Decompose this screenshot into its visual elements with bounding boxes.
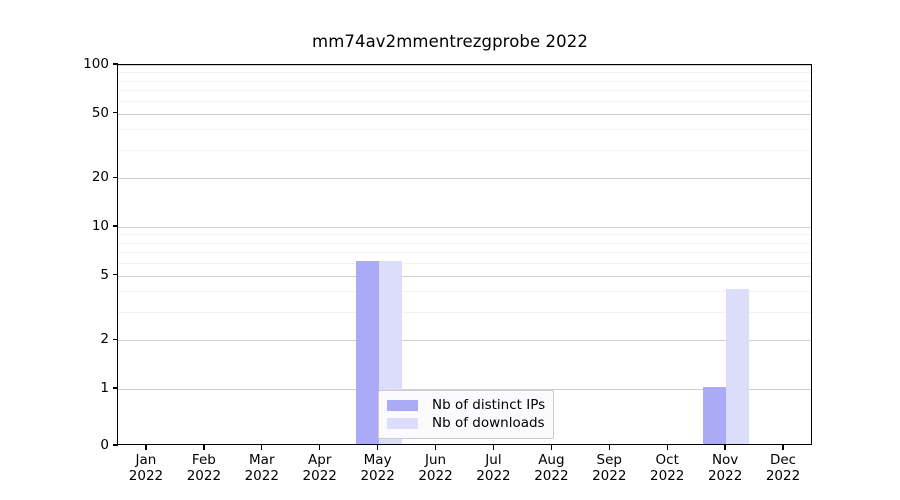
legend-item-distinct-ips[interactable]: Nb of distinct IPs — [387, 396, 545, 414]
y-tick-label: 2 — [100, 331, 109, 348]
x-tick-mark — [434, 445, 437, 450]
x-tick-label: Apr 2022 — [280, 452, 360, 484]
x-tick-month: Jul — [485, 452, 502, 468]
gridline-minor — [118, 262, 811, 264]
x-tick-month: Oct — [655, 452, 679, 468]
x-tick-mark — [376, 445, 379, 450]
y-axis: 0 1 2 5 10 20 50 100 — [60, 0, 109, 500]
y-tick-label: 10 — [91, 218, 109, 234]
x-tick-month: May — [363, 452, 392, 468]
x-tick-month: Jan — [135, 452, 157, 468]
bar — [355, 260, 379, 444]
x-tick-year: 2022 — [707, 468, 743, 484]
gridline-minor — [118, 90, 811, 92]
x-tick-month: Aug — [538, 452, 565, 468]
gridline-major — [118, 389, 811, 390]
x-tick-label: Feb 2022 — [164, 452, 244, 484]
plot-area — [117, 64, 812, 445]
x-tick-month: Apr — [308, 452, 332, 468]
gridline-major — [118, 178, 811, 180]
gridline-minor — [118, 80, 811, 82]
gridline-minor — [118, 100, 811, 102]
x-tick-label: Dec 2022 — [743, 452, 823, 484]
x-tick-year: 2022 — [128, 468, 164, 484]
y-tick-label: 50 — [91, 104, 109, 121]
x-tick-label: Oct 2022 — [627, 452, 707, 484]
x-tick-year: 2022 — [186, 468, 222, 484]
x-tick-label: Mar 2022 — [222, 452, 302, 484]
y-tick-mark — [113, 63, 118, 65]
gridline-major — [118, 113, 811, 115]
y-tick-label: 1 — [100, 380, 109, 396]
chart-title: mm74av2mmentrezgprobe 2022 — [312, 32, 588, 51]
x-tick-year: 2022 — [534, 468, 569, 484]
x-tick-mark — [666, 445, 668, 450]
gridline-minor — [118, 311, 811, 313]
gridline-minor — [118, 149, 811, 151]
x-tick-label: Jan 2022 — [106, 452, 186, 484]
x-tick-label: Jun 2022 — [396, 452, 476, 484]
x-tick-label: Sep 2022 — [569, 452, 649, 484]
x-tick-year: 2022 — [418, 468, 453, 484]
x-tick-year: 2022 — [476, 468, 511, 484]
x-tick-mark — [608, 445, 610, 450]
x-tick-mark — [724, 445, 726, 450]
y-tick-mark — [113, 274, 118, 276]
x-tick-mark — [261, 445, 263, 450]
gridline-major — [118, 275, 811, 277]
x-tick-year: 2022 — [360, 468, 395, 484]
x-tick-label: Jul 2022 — [453, 452, 533, 484]
y-tick-mark — [113, 338, 118, 340]
legend-label: Nb of downloads — [432, 415, 545, 431]
x-tick-label: May 2022 — [338, 452, 418, 484]
x-tick-mark — [319, 445, 321, 450]
x-tick-month: Sep — [596, 452, 622, 468]
y-tick-mark — [113, 387, 118, 389]
gridline-minor — [118, 234, 811, 236]
bar — [703, 387, 727, 444]
x-tick-year: 2022 — [765, 468, 801, 484]
y-tick-mark — [113, 176, 118, 178]
legend-item-downloads[interactable]: Nb of downloads — [387, 414, 545, 432]
y-tick-label: 20 — [91, 169, 109, 186]
y-tick-mark — [113, 112, 118, 114]
x-tick-year: 2022 — [302, 468, 337, 484]
x-tick-mark — [145, 445, 147, 450]
x-tick-mark — [782, 445, 784, 450]
gridline-major — [118, 340, 811, 342]
y-tick-mark — [113, 225, 118, 227]
legend-swatch-icon — [387, 399, 418, 411]
x-tick-mark — [492, 445, 495, 450]
gridline-minor — [118, 129, 811, 131]
x-tick-month: Mar — [249, 452, 275, 468]
chart-legend: Nb of distinct IPs Nb of downloads — [378, 390, 554, 439]
x-tick-month: Nov — [711, 452, 739, 468]
gridlines — [118, 65, 811, 444]
y-tick-label: 100 — [83, 56, 109, 72]
y-tick-label: 5 — [100, 266, 109, 283]
gridline-minor — [118, 252, 811, 254]
legend-label: Nb of distinct IPs — [432, 397, 546, 413]
x-tick-year: 2022 — [244, 468, 279, 484]
x-tick-month: Dec — [769, 452, 797, 468]
gridline-major — [118, 227, 811, 228]
x-tick-month: Feb — [191, 452, 216, 468]
x-tick-label: Aug 2022 — [511, 452, 591, 484]
gridline-minor — [118, 72, 811, 74]
y-tick-label: 0 — [100, 437, 109, 453]
bars-layer — [118, 65, 811, 444]
x-tick-year: 2022 — [650, 468, 685, 484]
x-tick-mark — [550, 445, 553, 450]
gridline-minor — [118, 242, 811, 244]
x-tick-year: 2022 — [592, 468, 627, 484]
x-tick-month: Jun — [424, 452, 447, 468]
x-tick-label: Nov 2022 — [685, 452, 765, 484]
gridline-major — [118, 65, 811, 66]
bar — [726, 289, 750, 444]
x-tick-mark — [203, 445, 205, 450]
legend-swatch-icon — [387, 417, 418, 429]
gridline-minor — [118, 291, 811, 293]
y-tick-mark — [113, 444, 118, 446]
